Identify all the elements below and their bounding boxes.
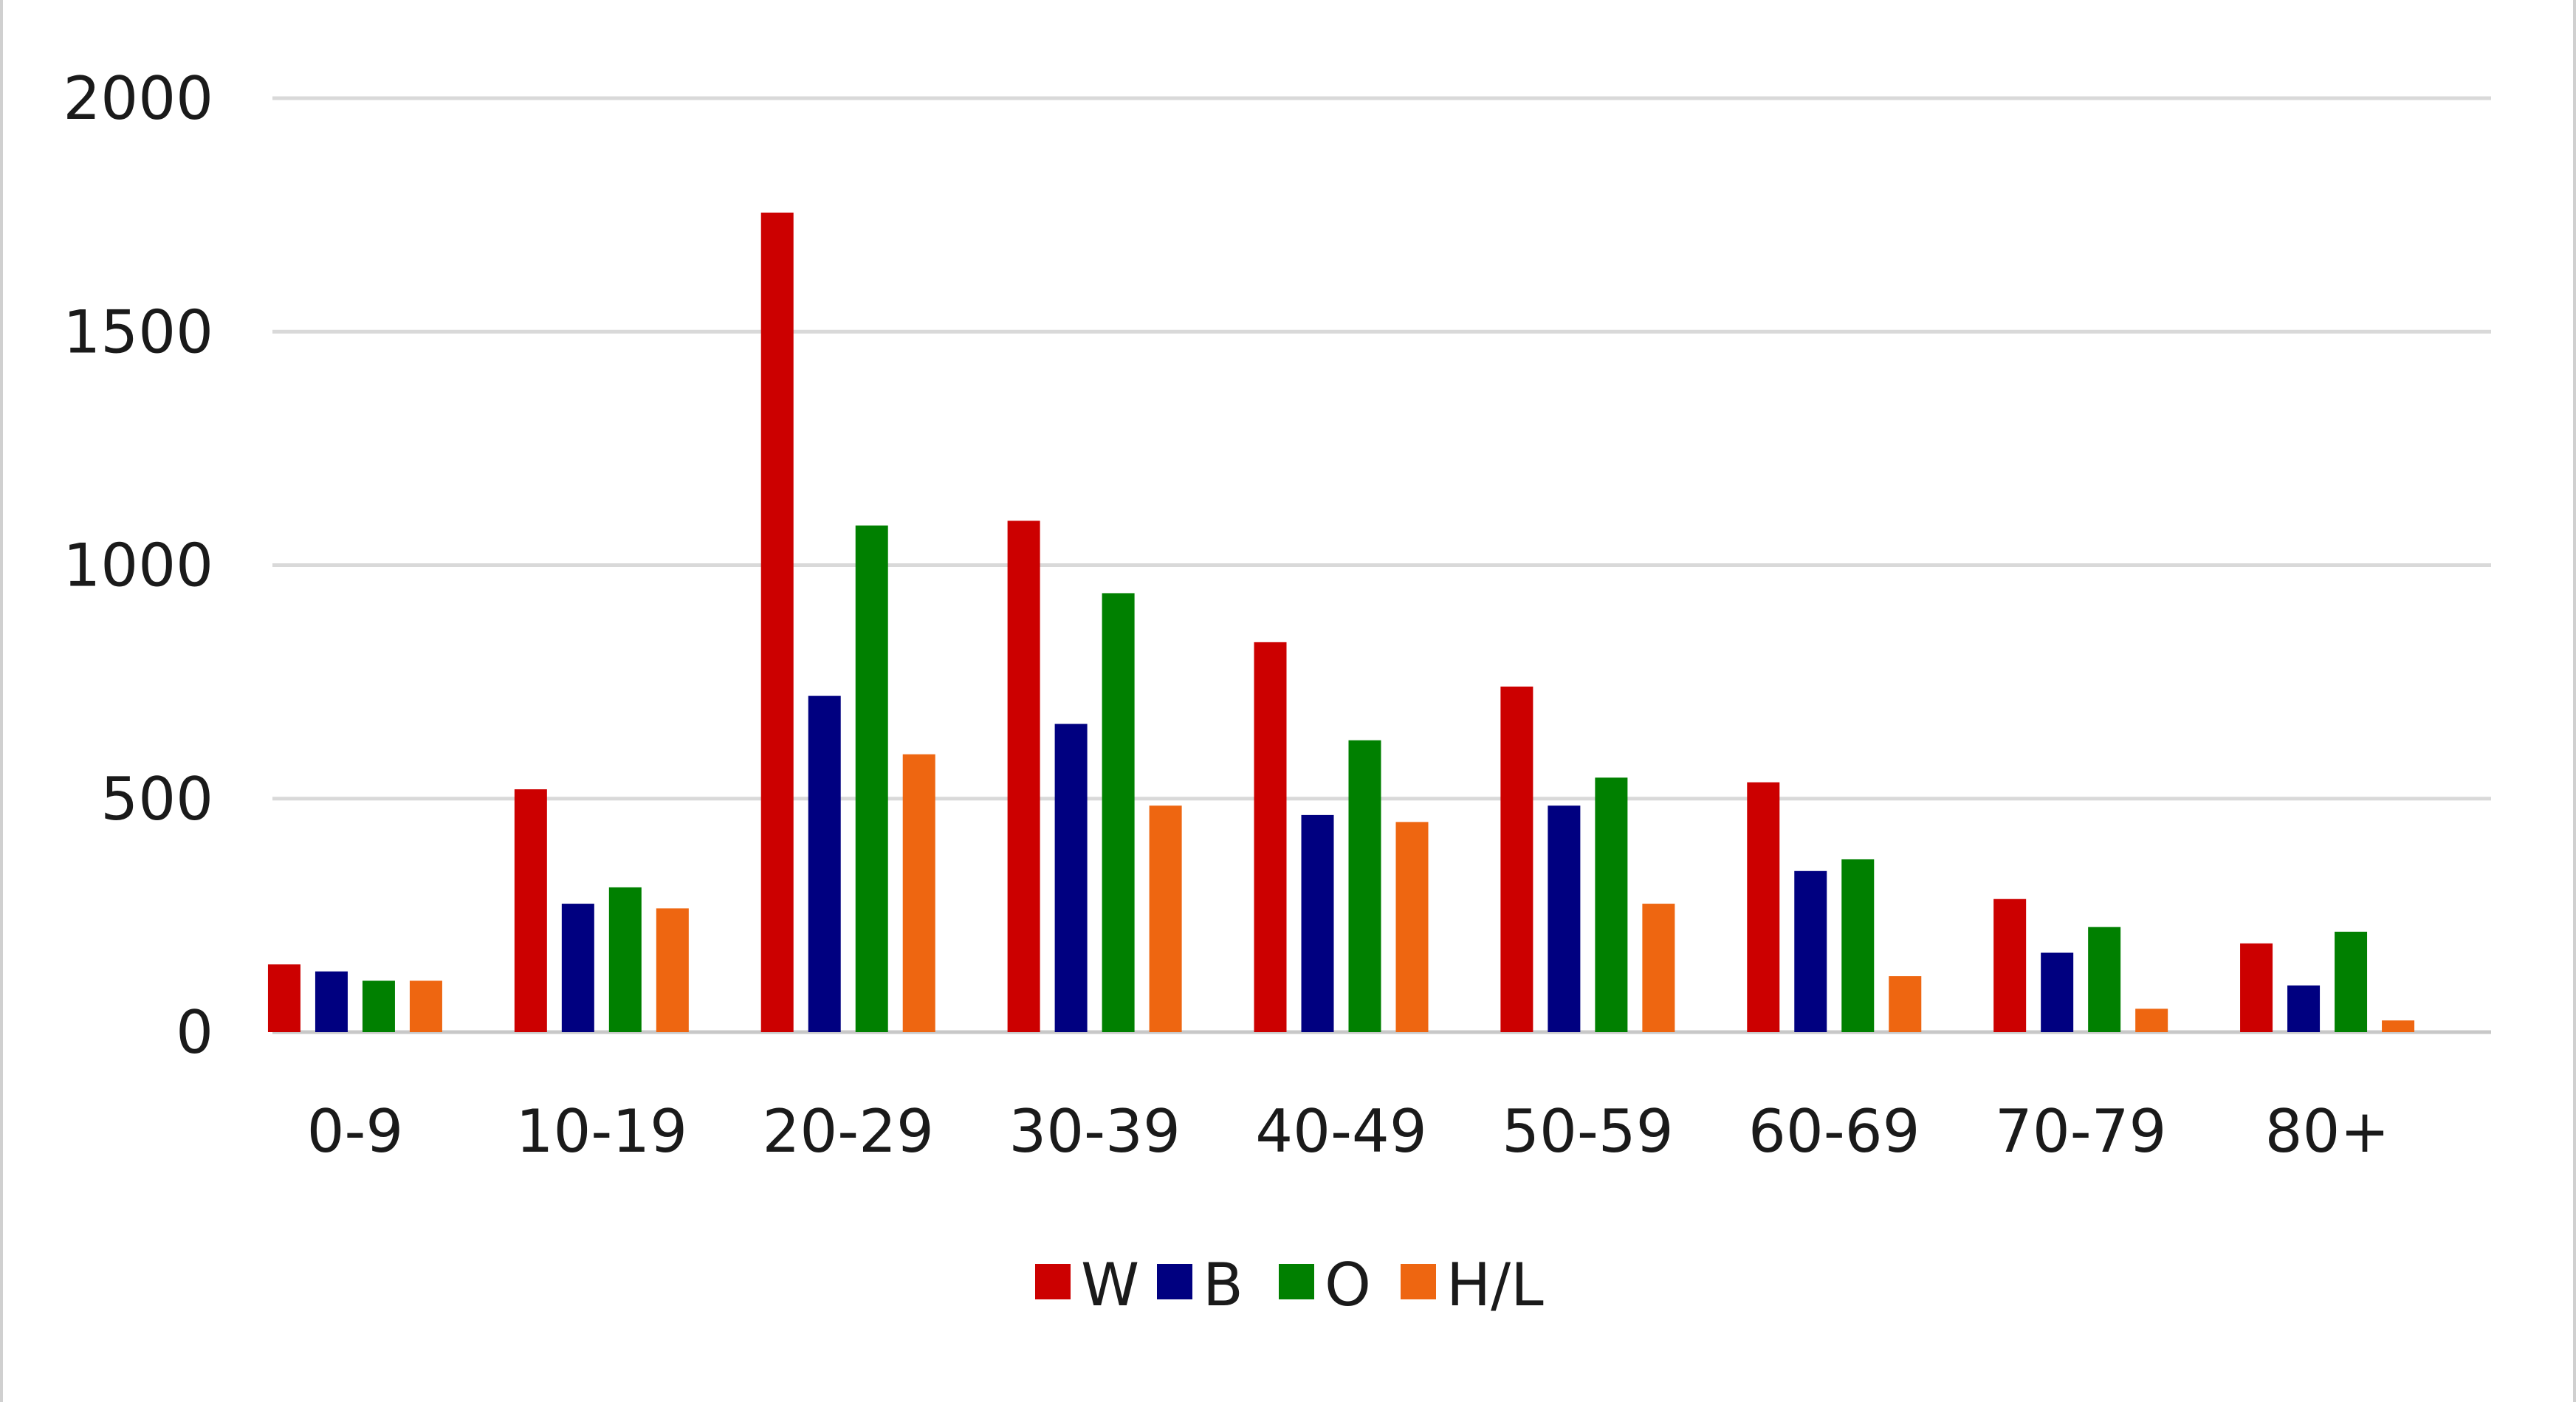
bar-b-20-29: [808, 695, 841, 1032]
bar-hl-80-: [2382, 1020, 2415, 1032]
legend-label: H/L: [1446, 1251, 1544, 1319]
y-axis-tick-labels: 0 500 1000 1500 2000: [63, 64, 213, 1067]
y-tick-label: 1000: [63, 532, 213, 600]
bar-hl-50-59: [1642, 904, 1675, 1032]
bar-o-20-29: [855, 525, 888, 1032]
bar-w-0-9: [267, 964, 300, 1032]
bar-o-10-19: [608, 887, 642, 1032]
bar-b-40-49: [1301, 814, 1334, 1032]
bar-b-0-9: [315, 971, 348, 1032]
y-tick-label: 1500: [63, 298, 213, 366]
bar-w-40-49: [1254, 642, 1287, 1032]
y-tick-label: 2000: [63, 64, 213, 133]
x-category-label: 10-19: [516, 1097, 687, 1166]
bar-o-50-59: [1595, 777, 1628, 1032]
bar-w-20-29: [760, 212, 794, 1032]
x-category-label: 40-49: [1255, 1097, 1426, 1166]
bar-hl-30-39: [1149, 805, 1182, 1032]
x-category-label: 80+: [2265, 1097, 2390, 1166]
legend-label: W: [1081, 1251, 1139, 1319]
legend-swatch: [1401, 1264, 1436, 1299]
bar-hl-70-79: [2135, 1008, 2168, 1032]
bar-hl-60-69: [1889, 976, 1922, 1032]
bar-b-60-69: [1794, 870, 1827, 1032]
bar-w-60-69: [1747, 782, 1780, 1032]
bar-b-70-79: [2041, 952, 2074, 1032]
bar-b-50-59: [1548, 805, 1581, 1032]
x-axis-category-labels: 0-9 10-19 20-29 30-39 40-49 50-59 60-69 70-79 80…: [307, 1097, 2390, 1166]
bar-w-80-: [2240, 943, 2273, 1032]
x-category-label: 20-29: [762, 1097, 933, 1166]
bar-o-0-9: [362, 980, 395, 1032]
bar-w-70-79: [1993, 898, 2027, 1032]
x-category-label: 0-9: [307, 1097, 404, 1166]
bar-chart: 0 500 1000 1500 2000 0-9 10-19 20-29 30-39 40-49…: [63, 64, 2491, 1319]
x-category-label: 50-59: [1502, 1097, 1673, 1166]
legend-label: B: [1203, 1251, 1243, 1319]
x-category-label: 60-69: [1748, 1097, 1920, 1166]
legend-swatch: [1035, 1264, 1071, 1299]
legend: W B O H/L: [1035, 1251, 1544, 1319]
legend-swatch: [1279, 1264, 1314, 1299]
bar-hl-40-49: [1395, 822, 1429, 1032]
y-tick-label: 500: [100, 765, 213, 834]
bar-o-60-69: [1841, 859, 1875, 1032]
y-tick-label: 0: [176, 998, 213, 1067]
legend-label: O: [1325, 1251, 1371, 1319]
bar-w-50-59: [1500, 686, 1533, 1032]
bar-b-80-: [2287, 985, 2321, 1032]
x-category-label: 30-39: [1009, 1097, 1180, 1166]
bars: [267, 212, 2415, 1032]
bar-w-30-39: [1007, 520, 1040, 1032]
x-category-label: 70-79: [1995, 1097, 2166, 1166]
bar-w-10-19: [514, 789, 547, 1032]
bar-hl-10-19: [656, 908, 689, 1032]
legend-swatch: [1157, 1264, 1192, 1299]
bar-b-10-19: [561, 904, 594, 1032]
gridlines: [272, 96, 2491, 1034]
bar-o-30-39: [1102, 593, 1135, 1032]
bar-o-40-49: [1348, 740, 1381, 1032]
bar-hl-20-29: [902, 754, 935, 1032]
bar-o-70-79: [2088, 927, 2121, 1032]
bar-o-80-: [2335, 932, 2368, 1032]
bar-b-30-39: [1054, 724, 1088, 1032]
bar-hl-0-9: [409, 980, 442, 1032]
